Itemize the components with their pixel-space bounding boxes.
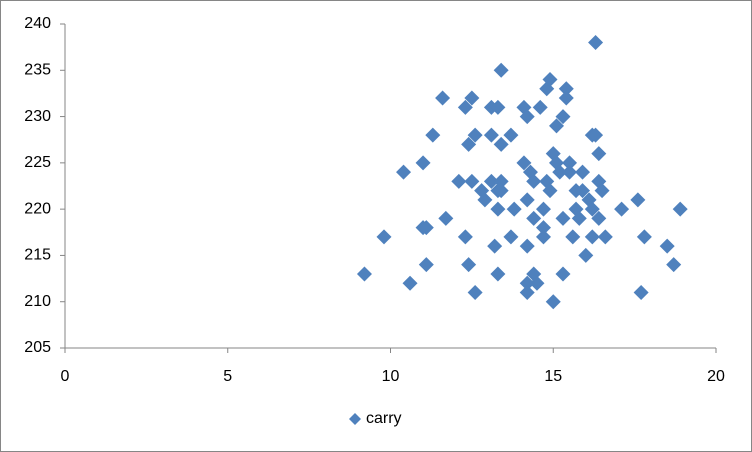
y-tick-label: 215 — [24, 247, 51, 264]
point — [659, 238, 675, 254]
point — [545, 294, 561, 310]
legend-label: carry — [366, 410, 402, 427]
point — [519, 284, 535, 300]
point — [435, 90, 451, 106]
point — [555, 266, 571, 282]
point — [477, 192, 493, 208]
point — [614, 201, 630, 217]
point — [418, 257, 434, 273]
point — [490, 99, 506, 115]
point — [519, 275, 535, 291]
point — [630, 192, 646, 208]
point — [506, 201, 522, 217]
x-tick-label: 10 — [382, 368, 400, 385]
point — [418, 220, 434, 236]
point — [451, 173, 467, 189]
point — [415, 155, 431, 171]
point — [552, 164, 568, 180]
point — [636, 229, 652, 245]
point — [594, 183, 610, 199]
point — [535, 201, 551, 217]
point — [584, 201, 600, 217]
legend-marker — [349, 413, 361, 425]
point — [519, 192, 535, 208]
point — [562, 155, 578, 171]
point — [578, 247, 594, 263]
point — [575, 183, 591, 199]
point — [542, 72, 558, 88]
point — [633, 284, 649, 300]
point — [575, 164, 591, 180]
point — [571, 210, 587, 226]
point — [376, 229, 392, 245]
point — [529, 275, 545, 291]
point — [464, 173, 480, 189]
point — [457, 99, 473, 115]
x-tick-label: 15 — [544, 368, 562, 385]
point — [549, 118, 565, 134]
x-tick-label: 0 — [61, 368, 70, 385]
y-tick-label: 210 — [24, 293, 51, 310]
point — [562, 164, 578, 180]
point — [464, 90, 480, 106]
point — [467, 284, 483, 300]
point — [425, 127, 441, 143]
point — [588, 35, 604, 51]
point — [519, 238, 535, 254]
point — [519, 109, 535, 125]
point — [516, 155, 532, 171]
point — [483, 173, 499, 189]
point — [467, 127, 483, 143]
point — [493, 183, 509, 199]
point — [402, 275, 418, 291]
point — [493, 136, 509, 152]
point — [526, 173, 542, 189]
point — [588, 127, 604, 143]
point — [591, 146, 607, 162]
point — [555, 109, 571, 125]
point — [555, 210, 571, 226]
point — [461, 136, 477, 152]
point — [483, 127, 499, 143]
point — [503, 229, 519, 245]
point — [558, 81, 574, 97]
point — [542, 183, 558, 199]
point — [672, 201, 688, 217]
point — [457, 229, 473, 245]
point — [438, 210, 454, 226]
y-tick-label: 205 — [24, 339, 51, 356]
point — [535, 229, 551, 245]
point — [503, 127, 519, 143]
y-tick-label: 240 — [24, 15, 51, 32]
point — [591, 210, 607, 226]
point — [584, 229, 600, 245]
point — [461, 257, 477, 273]
y-tick-label: 235 — [24, 62, 51, 79]
point — [493, 62, 509, 78]
point — [597, 229, 613, 245]
point — [490, 201, 506, 217]
point — [396, 164, 412, 180]
point — [493, 173, 509, 189]
x-tick-label: 20 — [707, 368, 725, 385]
point — [487, 238, 503, 254]
point — [532, 99, 548, 115]
x-tick-label: 5 — [223, 368, 232, 385]
point — [565, 229, 581, 245]
point — [356, 266, 372, 282]
point — [558, 90, 574, 106]
y-tick-label: 230 — [24, 108, 51, 125]
point — [666, 257, 682, 273]
point — [526, 210, 542, 226]
y-tick-label: 220 — [24, 200, 51, 217]
point — [535, 220, 551, 236]
y-tick-label: 225 — [24, 154, 51, 171]
point — [490, 266, 506, 282]
